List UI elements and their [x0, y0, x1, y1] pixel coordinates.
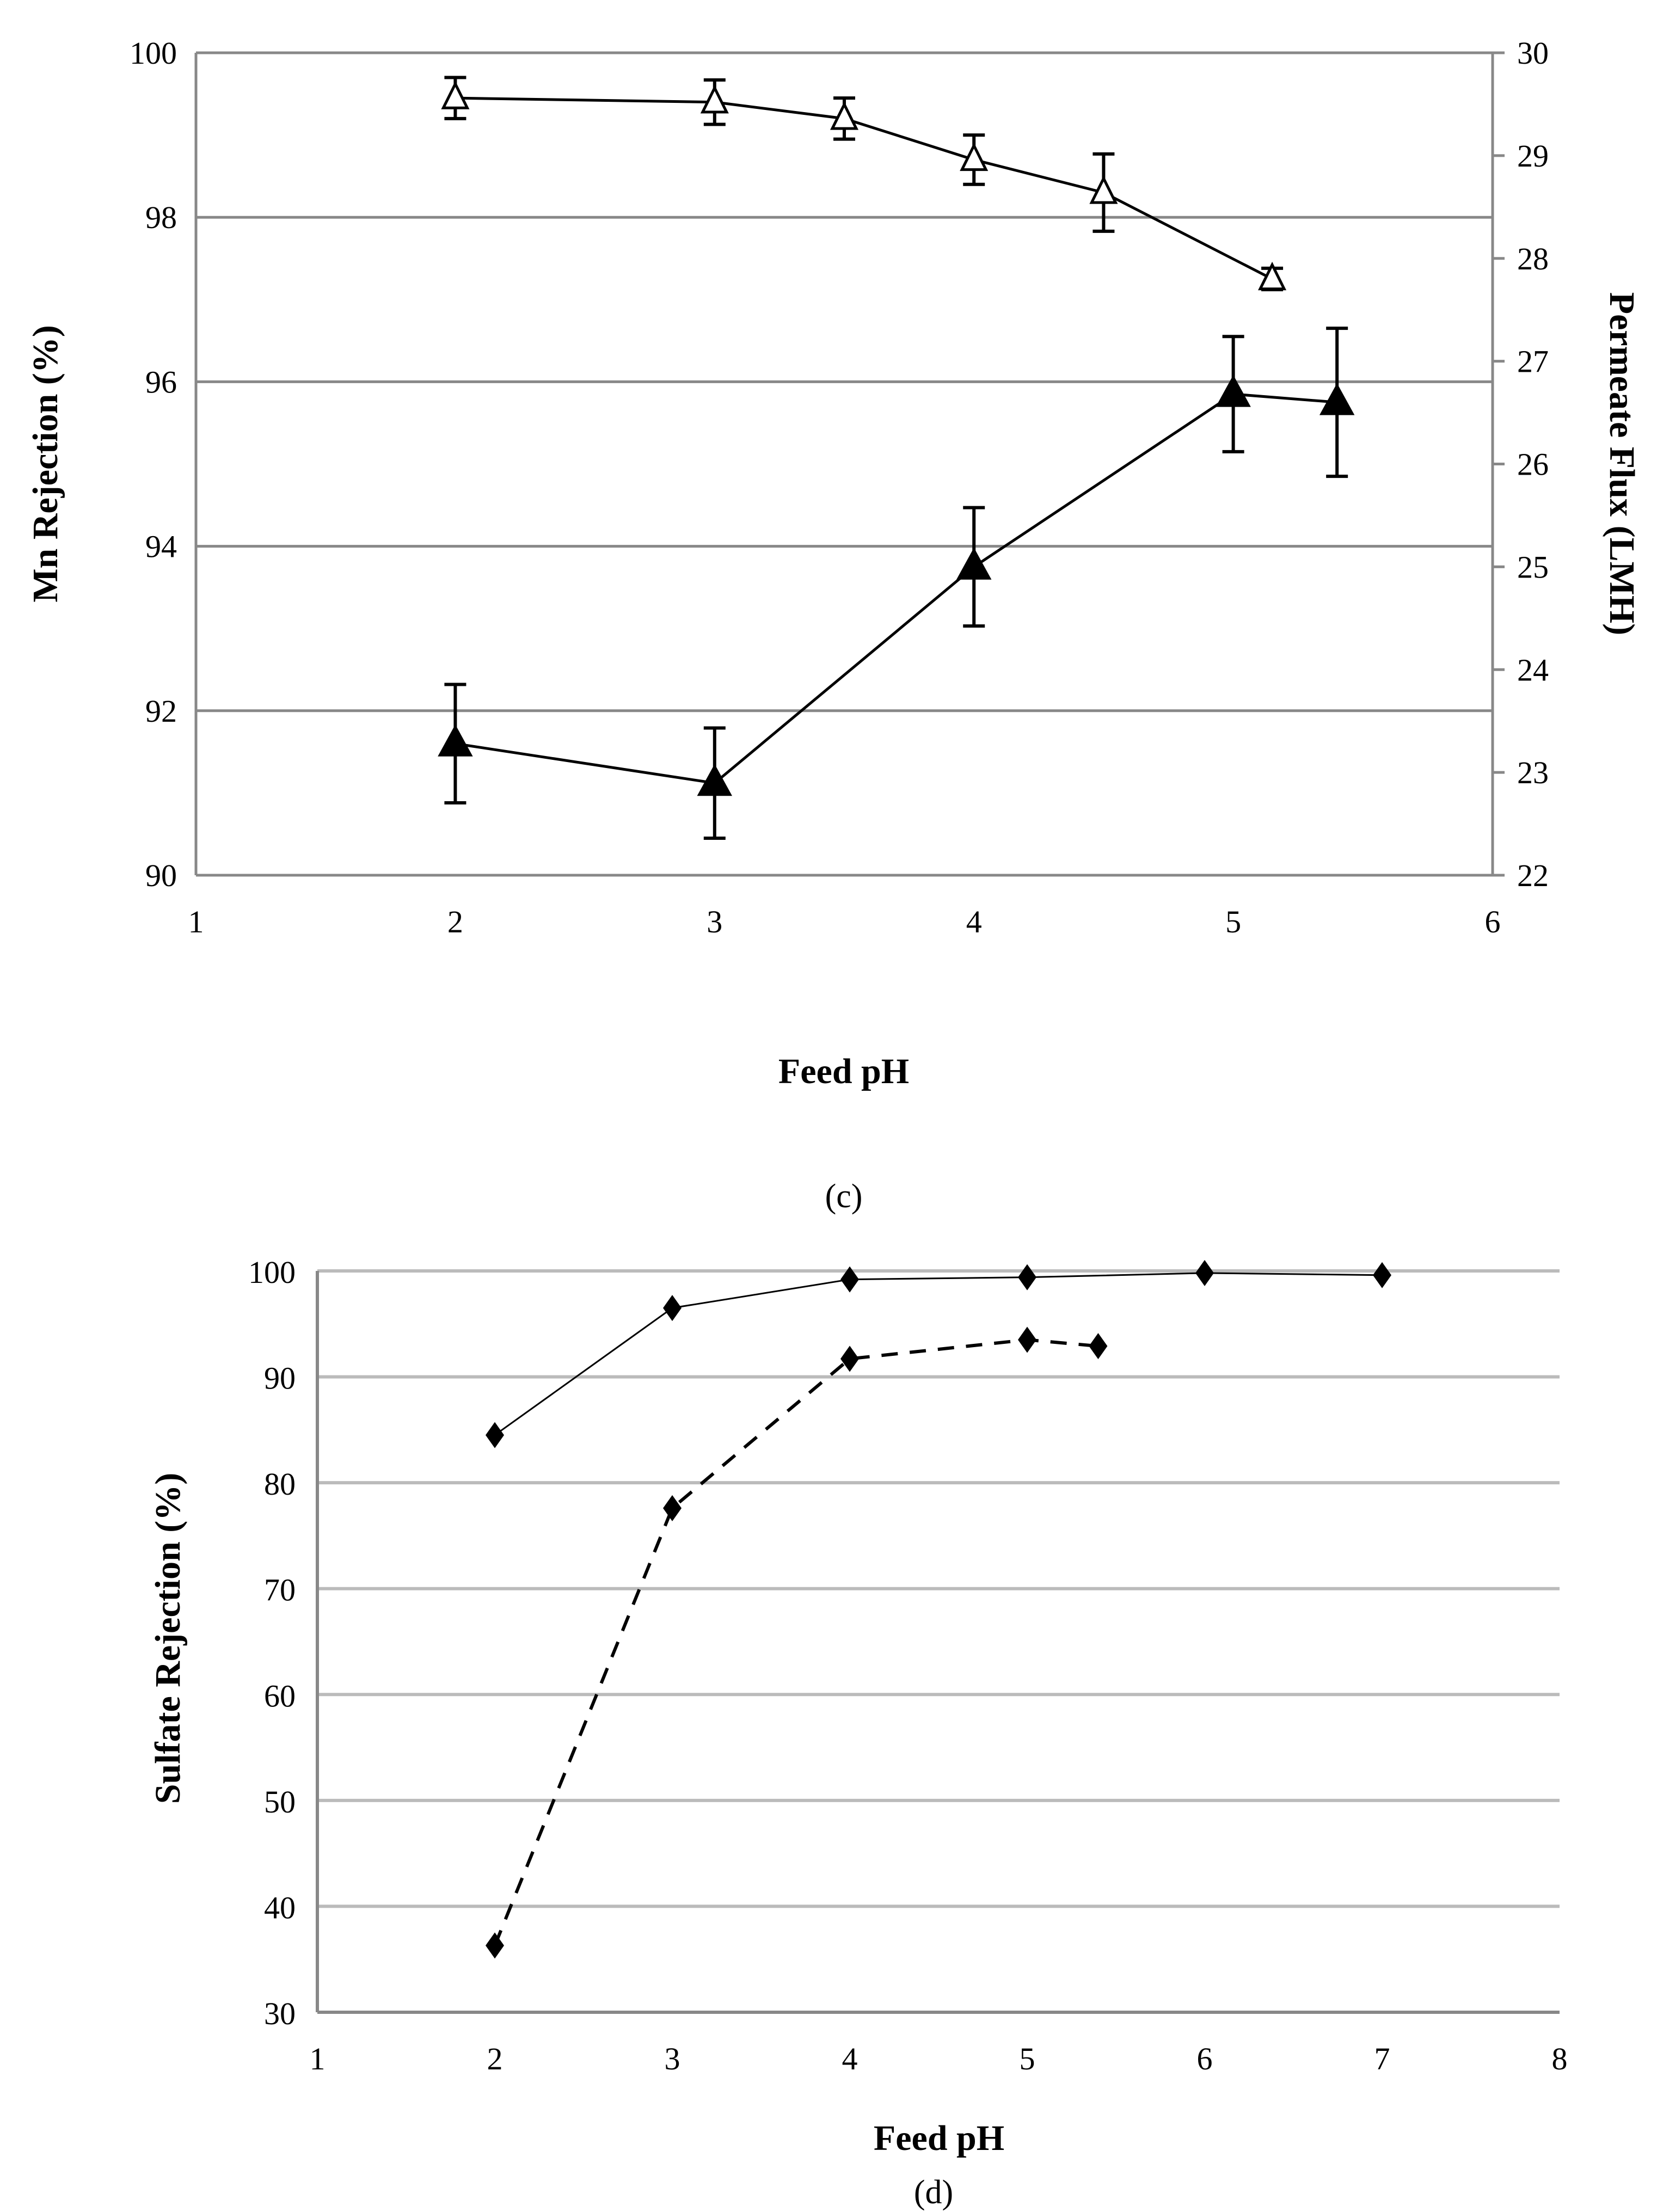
x-tick-label: 1 — [310, 2041, 326, 2076]
y2-tick-label: 23 — [1517, 755, 1549, 790]
series-line — [455, 96, 1273, 280]
series-line — [455, 392, 1337, 785]
x-tick-label: 5 — [1020, 2041, 1035, 2076]
y-tick-label: 90 — [145, 858, 177, 893]
data-point-triangle — [1216, 374, 1251, 407]
chart-c-y2label: Permeate Flux (LMH) — [1602, 292, 1642, 635]
x-tick-label: 8 — [1552, 2041, 1568, 2076]
x-tick-label: 7 — [1374, 2041, 1390, 2076]
y-tick-label: 100 — [130, 35, 177, 71]
y-tick-label: 100 — [248, 1255, 296, 1290]
y2-tick-label: 27 — [1517, 344, 1549, 379]
y-tick-label: 60 — [264, 1678, 296, 1713]
y2-tick-label: 26 — [1517, 447, 1549, 482]
data-point-diamond — [840, 1266, 859, 1293]
chart-c-xlabel: Feed pH — [778, 1052, 909, 1091]
data-point-triangle — [960, 142, 989, 171]
x-tick-label: 3 — [665, 2041, 680, 2076]
y-tick-label: 30 — [264, 1996, 296, 2031]
series-line — [494, 1272, 1383, 1436]
data-point-triangle — [700, 85, 729, 114]
x-tick-label: 4 — [842, 2041, 858, 2076]
data-point-triangle — [1258, 261, 1287, 291]
data-point-diamond — [840, 1345, 859, 1372]
data-point-diamond — [663, 1295, 682, 1322]
x-tick-label: 5 — [1225, 904, 1241, 939]
chart-d: 30 40 50 60 70 80 90 100 1 2 3 4 5 6 7 8 — [248, 1255, 1568, 2076]
chart-c-ylabel: Mn Rejection (%) — [26, 325, 65, 603]
data-point-diamond — [1373, 1262, 1391, 1288]
data-point-diamond — [1089, 1333, 1108, 1360]
y2-tick-label: 29 — [1517, 138, 1549, 174]
data-point-triangle — [956, 548, 992, 580]
y-tick-label: 92 — [145, 693, 177, 729]
chart-c-caption: (c) — [825, 1178, 863, 1215]
y-tick-label: 98 — [145, 200, 177, 235]
data-point-diamond — [486, 1422, 504, 1448]
data-point-triangle — [438, 724, 473, 757]
y2-tick-label: 30 — [1517, 35, 1549, 71]
x-tick-label: 6 — [1485, 904, 1501, 939]
x-tick-label: 3 — [707, 904, 722, 939]
x-tick-label: 6 — [1197, 2041, 1213, 2076]
series-line — [493, 1338, 1098, 1946]
y2-tick-label: 24 — [1517, 652, 1549, 687]
data-point-triangle — [830, 101, 859, 130]
chart-d-xlabel: Feed pH — [874, 2118, 1004, 2158]
data-point-triangle — [697, 764, 733, 796]
data-point-diamond — [663, 1495, 682, 1521]
chart-d-caption: (d) — [914, 2174, 953, 2211]
y2-tick-label: 22 — [1517, 858, 1549, 893]
x-tick-label: 2 — [447, 904, 463, 939]
y-tick-label: 40 — [264, 1890, 296, 1925]
data-point-triangle — [441, 81, 470, 109]
data-point-diamond — [1018, 1264, 1036, 1291]
x-tick-label: 2 — [487, 2041, 503, 2076]
data-point-triangle — [1319, 383, 1355, 415]
y-tick-label: 94 — [145, 529, 177, 564]
data-point-triangle — [1089, 175, 1118, 204]
x-tick-label: 1 — [188, 904, 204, 939]
y-tick-label: 50 — [264, 1784, 296, 1820]
y2-tick-label: 28 — [1517, 241, 1549, 276]
y-tick-label: 80 — [264, 1466, 296, 1502]
chart-d-ylabel: Sulfate Rejection (%) — [148, 1473, 188, 1804]
y-tick-label: 90 — [264, 1361, 296, 1396]
data-point-diamond — [486, 1932, 504, 1959]
data-point-diamond — [1018, 1326, 1036, 1353]
y-tick-label: 70 — [264, 1572, 296, 1608]
y2-tick-label: 25 — [1517, 549, 1549, 585]
x-tick-label: 4 — [966, 904, 982, 939]
data-point-diamond — [1195, 1259, 1214, 1286]
y-tick-label: 96 — [145, 364, 177, 400]
